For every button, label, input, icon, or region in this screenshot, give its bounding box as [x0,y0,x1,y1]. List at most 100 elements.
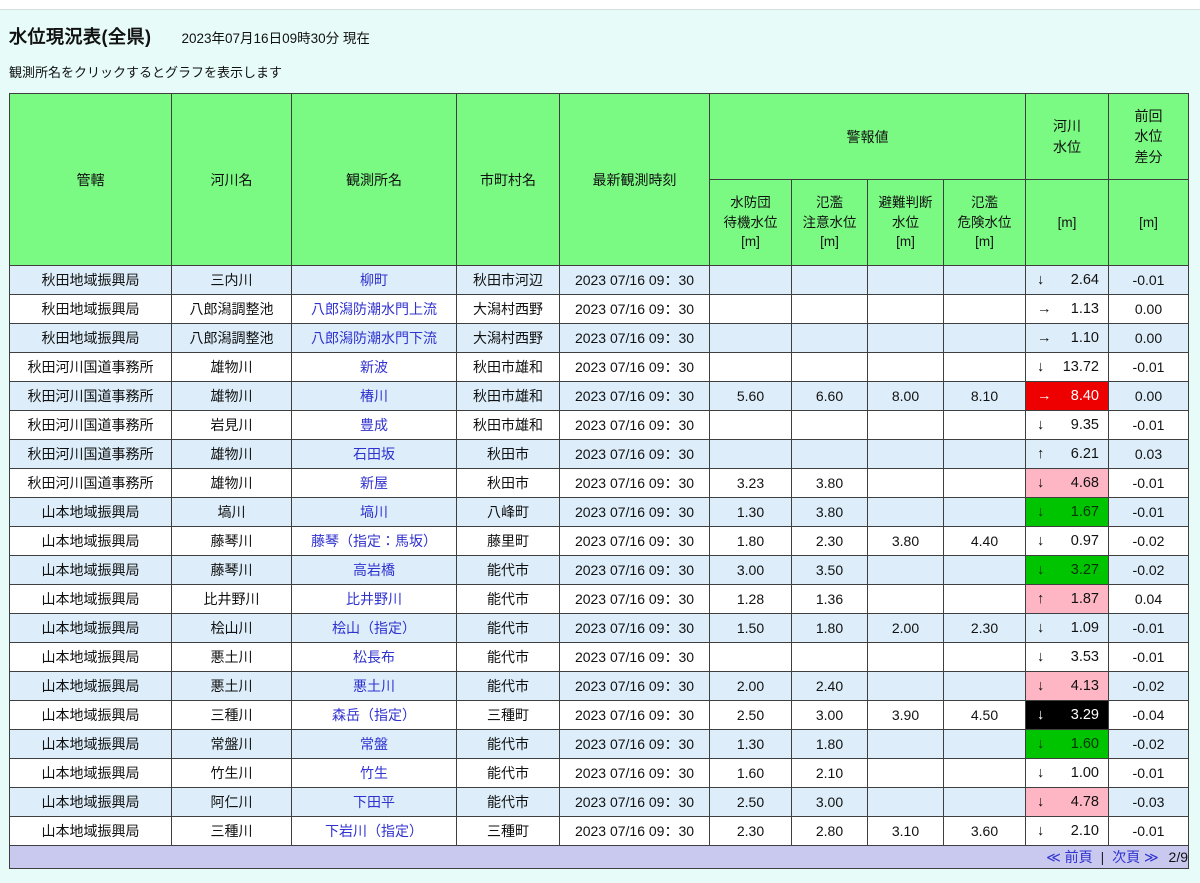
water-level-value: 8.40 [1070,388,1099,404]
diff-cell: -0.01 [1108,613,1189,643]
station-link[interactable]: 塙川 [360,504,388,520]
page-indicator: 2/9 [1168,849,1188,865]
water-level-value: 3.53 [1070,649,1099,665]
river-cell: 比井野川 [171,584,292,614]
water-level-value: 9.35 [1070,417,1099,433]
municipality-cell: 大潟村西野 [456,294,560,324]
water-level-value: 1.60 [1070,736,1099,752]
station-link[interactable]: 豊成 [360,417,388,433]
danger-level-cell [943,584,1026,614]
municipality-cell: 能代市 [456,729,560,759]
station-link[interactable]: 八郎潟防潮水門下流 [311,330,437,346]
station-link[interactable]: 松長布 [353,649,395,665]
table-row: 秋田地域振興局 三内川 柳町 秋田市河辺 2023 07/16 09：30 ↓ … [9,265,1189,295]
station-link[interactable]: 竹生 [360,765,388,781]
station-link[interactable]: 石田坂 [353,446,395,462]
station-cell: 藤琴（指定：馬坂） [291,526,457,556]
river-cell: 雄物川 [171,381,292,411]
jurisdiction-cell: 山本地域振興局 [9,584,172,614]
observed-time-cell: 2023 07/16 09：30 [559,671,710,701]
jurisdiction-cell: 秋田河川国道事務所 [9,381,172,411]
station-link[interactable]: 下岩川（指定） [325,823,423,839]
observed-time-cell: 2023 07/16 09：30 [559,787,710,817]
water-level-cell: ↓ 4.78 [1025,787,1109,817]
caution-level-cell: 3.00 [791,700,868,730]
diff-cell: -0.02 [1108,729,1189,759]
station-link[interactable]: 桧山（指定） [332,620,416,636]
station-link[interactable]: 下田平 [353,794,395,810]
evacuation-level-cell [867,323,944,353]
river-cell: 藤琴川 [171,526,292,556]
caution-level-cell: 1.36 [791,584,868,614]
standby-level-cell: 3.00 [709,555,792,585]
diff-cell: 0.00 [1108,323,1189,353]
river-cell: 藤琴川 [171,555,292,585]
river-cell: 阿仁川 [171,787,292,817]
observed-time-cell: 2023 07/16 09：30 [559,439,710,469]
danger-level-cell [943,758,1026,788]
standby-level-cell [709,352,792,382]
jurisdiction-cell: 山本地域振興局 [9,758,172,788]
evacuation-level-cell: 3.80 [867,526,944,556]
trend-arrow-icon: ↓ [1037,765,1045,781]
caution-level-cell: 3.80 [791,468,868,498]
water-level-cell: ↓ 0.97 [1025,526,1109,556]
municipality-cell: 秋田市雄和 [456,352,560,382]
header-danger-level: 氾濫 危険水位 [m] [943,179,1026,266]
caution-level-cell [791,294,868,324]
caution-level-cell: 2.40 [791,671,868,701]
evacuation-level-cell [867,671,944,701]
station-cell: 常盤 [291,729,457,759]
caution-level-cell: 2.10 [791,758,868,788]
station-cell: 森岳（指定） [291,700,457,730]
water-level-value: 4.13 [1070,678,1099,694]
caution-level-cell: 3.50 [791,555,868,585]
station-link[interactable]: 椿川 [360,388,388,404]
water-level-cell: ↓ 4.68 [1025,468,1109,498]
standby-level-cell [709,323,792,353]
station-cell: 高岩橋 [291,555,457,585]
observed-time-cell: 2023 07/16 09：30 [559,410,710,440]
station-cell: 竹生 [291,758,457,788]
station-link[interactable]: 比井野川 [346,591,402,607]
prev-page-link[interactable]: ≪ 前頁 [1046,849,1093,865]
station-link[interactable]: 常盤 [360,736,388,752]
station-link[interactable]: 森岳（指定） [332,707,416,723]
jurisdiction-cell: 秋田河川国道事務所 [9,439,172,469]
water-level-value: 2.10 [1070,823,1099,839]
trend-arrow-icon: ↑ [1037,591,1045,607]
station-link[interactable]: 新波 [360,359,388,375]
jurisdiction-cell: 秋田河川国道事務所 [9,410,172,440]
station-link[interactable]: 悪土川 [353,678,395,694]
evacuation-level-cell [867,555,944,585]
river-cell: 常盤川 [171,729,292,759]
evacuation-level-cell [867,468,944,498]
station-link[interactable]: 藤琴（指定：馬坂） [311,533,437,549]
water-level-cell: ↓ 9.35 [1025,410,1109,440]
next-page-link[interactable]: 次頁 ≫ [1112,849,1159,865]
river-cell: 岩見川 [171,410,292,440]
water-level-value: 1.67 [1070,504,1099,520]
station-link[interactable]: 柳町 [360,272,388,288]
station-cell: 八郎潟防潮水門下流 [291,323,457,353]
trend-arrow-icon: ↓ [1037,272,1045,288]
station-link[interactable]: 高岩橋 [353,562,395,578]
observed-time-cell: 2023 07/16 09：30 [559,381,710,411]
instruction-text: 観測所名をクリックするとグラフを表示します [9,65,283,80]
station-link[interactable]: 八郎潟防潮水門上流 [311,301,437,317]
water-level-cell: ↓ 3.27 [1025,555,1109,585]
standby-level-cell: 2.30 [709,816,792,846]
jurisdiction-cell: 秋田地域振興局 [9,265,172,295]
header-level-diff: 前回 水位 差分 [1108,93,1189,180]
station-link[interactable]: 新屋 [360,475,388,491]
jurisdiction-cell: 山本地域振興局 [9,700,172,730]
page-title: 水位現況表(全県) [9,27,152,47]
river-cell: 雄物川 [171,439,292,469]
danger-level-cell [943,410,1026,440]
trend-arrow-icon: ↓ [1037,417,1045,433]
danger-level-cell [943,294,1026,324]
municipality-cell: 能代市 [456,642,560,672]
title-row: 水位現況表(全県) 2023年07月16日09時30分 現在 [9,23,1200,49]
trend-arrow-icon: ↓ [1037,475,1045,491]
table-row: 秋田地域振興局 八郎潟調整池 八郎潟防潮水門下流 大潟村西野 2023 07/1… [9,323,1189,353]
